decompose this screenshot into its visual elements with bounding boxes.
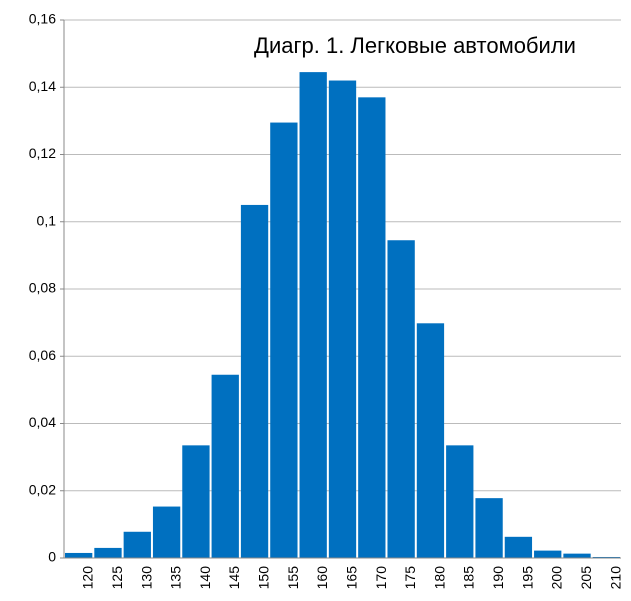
x-tick-label: 150 — [256, 566, 272, 590]
bar — [358, 97, 386, 559]
bar — [387, 240, 415, 558]
y-tick-label: 0 — [48, 549, 56, 565]
x-tick-label: 170 — [373, 566, 389, 590]
bar — [270, 122, 298, 559]
y-tick-label: 0,12 — [29, 145, 56, 161]
bars — [65, 72, 620, 559]
y-tick-label: 0,08 — [29, 280, 56, 296]
bar — [592, 556, 620, 558]
x-tick-label: 165 — [343, 566, 359, 590]
title-background — [200, 22, 620, 70]
bar — [182, 445, 210, 558]
x-tick-label: 145 — [226, 566, 242, 590]
x-tick-label: 190 — [490, 566, 506, 590]
bar — [65, 552, 93, 558]
x-tick-label: 185 — [461, 566, 477, 590]
y-tick-label: 0,16 — [29, 11, 56, 27]
x-tick-label: 200 — [549, 566, 565, 590]
y-tick-label: 0,02 — [29, 481, 56, 497]
x-tick-label: 180 — [431, 566, 447, 590]
x-tick-label: 135 — [168, 566, 184, 590]
x-tick-label: 120 — [80, 566, 96, 590]
bar — [240, 204, 269, 558]
x-tick-label: 130 — [138, 566, 154, 590]
x-tick-label: 210 — [607, 566, 623, 590]
y-tick-label: 0,14 — [29, 78, 56, 94]
x-tick-label: 160 — [314, 566, 330, 590]
y-tick-label: 0,1 — [37, 212, 57, 228]
bar — [416, 323, 445, 558]
x-tick-label: 175 — [402, 566, 418, 590]
bar — [446, 445, 474, 558]
x-tick-label: 205 — [578, 566, 594, 590]
bar — [299, 72, 327, 559]
x-tick-label: 125 — [109, 566, 125, 590]
bar — [123, 531, 151, 558]
bar — [504, 536, 533, 558]
bar — [534, 550, 562, 558]
bar — [475, 498, 503, 558]
y-tick-label: 0,06 — [29, 347, 56, 363]
x-tick-label: 195 — [519, 566, 535, 590]
bar — [94, 547, 122, 558]
bar — [211, 374, 239, 558]
x-tick-label: 140 — [197, 566, 213, 590]
bar — [152, 506, 181, 558]
x-tick-label: 155 — [285, 566, 301, 590]
y-tick-label: 0,04 — [29, 414, 56, 430]
bar — [328, 80, 357, 559]
chart-title: Диагр. 1. Легковые автомобили — [254, 33, 576, 58]
bar — [563, 553, 591, 558]
